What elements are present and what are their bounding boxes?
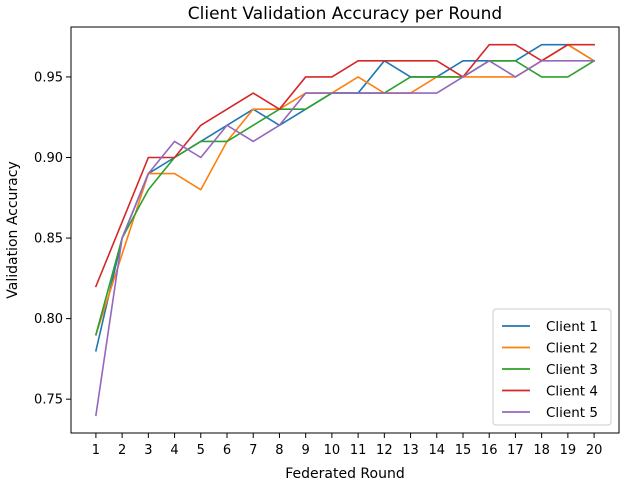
x-tick-label: 5 xyxy=(197,443,205,458)
y-tick-label: 0.80 xyxy=(34,312,63,327)
x-tick-label: 13 xyxy=(402,443,419,458)
y-tick-label: 0.85 xyxy=(34,232,63,247)
x-tick-label: 11 xyxy=(350,443,367,458)
x-tick-label: 3 xyxy=(144,443,152,458)
x-tick-label: 19 xyxy=(560,443,577,458)
x-tick-label: 18 xyxy=(533,443,550,458)
x-tick-label: 16 xyxy=(481,443,498,458)
series-line-client-3 xyxy=(94,59,596,336)
y-axis-label: Validation Accuracy xyxy=(5,161,21,299)
x-tick-label: 7 xyxy=(249,443,257,458)
x-tick-label: 8 xyxy=(275,443,283,458)
series-line-client-2 xyxy=(94,43,596,336)
chart-title: Client Validation Accuracy per Round xyxy=(188,4,502,24)
y-tick-label: 0.75 xyxy=(34,393,63,408)
series-layer xyxy=(94,43,596,417)
x-tick-label: 12 xyxy=(376,443,393,458)
x-tick-label: 15 xyxy=(455,443,472,458)
y-axis-ticks: 0.75 0.80 0.85 0.90 0.95 xyxy=(34,70,71,408)
x-tick-label: 14 xyxy=(428,443,445,458)
y-tick-label: 0.95 xyxy=(34,70,63,85)
x-tick-label: 20 xyxy=(586,443,603,458)
x-tick-label: 4 xyxy=(170,443,178,458)
legend-label-client-3: Client 3 xyxy=(546,362,598,378)
legend: Client 1 Client 2 Client 3 Client 4 Client 5 xyxy=(492,308,612,426)
plot-frame xyxy=(70,26,620,434)
y-tick-label: 0.90 xyxy=(34,151,63,166)
x-tick-label: 1 xyxy=(92,443,100,458)
x-tick-label: 10 xyxy=(324,443,341,458)
x-tick-label: 9 xyxy=(302,443,310,458)
series-line-client-4 xyxy=(94,43,595,288)
legend-label-client-5: Client 5 xyxy=(546,405,598,421)
legend-box xyxy=(492,308,612,426)
x-tick-label: 17 xyxy=(507,443,524,458)
series-line-client-1 xyxy=(94,43,596,352)
legend-label-client-4: Client 4 xyxy=(546,384,598,400)
x-tick-label: 6 xyxy=(223,443,231,458)
x-tick-label: 2 xyxy=(118,443,126,458)
x-axis-label: Federated Round xyxy=(285,466,404,482)
legend-label-client-2: Client 2 xyxy=(546,341,598,357)
series-line-client-5 xyxy=(95,60,595,417)
legend-label-client-1: Client 1 xyxy=(546,319,598,335)
x-axis-ticks: 1 2 3 4 5 6 7 8 9 10 11 12 13 14 15 16 17 18 19 20 xyxy=(92,433,603,458)
